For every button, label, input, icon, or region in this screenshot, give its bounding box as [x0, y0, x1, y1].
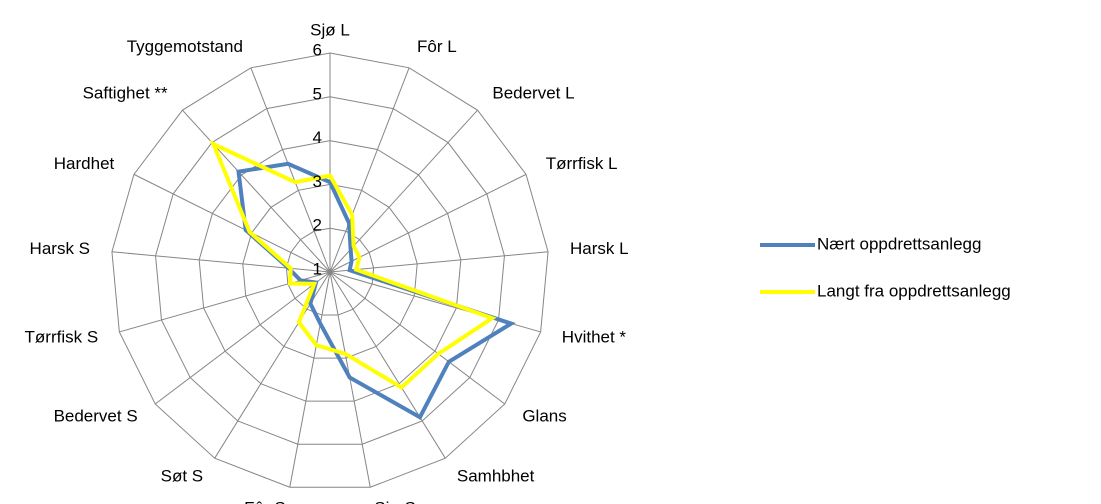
- category-label: Harsk L: [570, 239, 629, 258]
- category-label: Bedervet L: [492, 83, 574, 102]
- grid-ring: [242, 183, 418, 359]
- spoke: [111, 251, 331, 273]
- y-tick-label: 2: [313, 216, 322, 235]
- y-tick-label: 6: [313, 40, 322, 59]
- category-label: Fôr L: [417, 37, 457, 56]
- category-label: Bedervet S: [54, 407, 138, 426]
- category-label: Sjø L: [310, 20, 350, 39]
- category-label: Tyggemotstand: [127, 37, 243, 56]
- category-label: Tørrfisk S: [25, 327, 99, 346]
- category-label: Sjø S: [374, 498, 416, 504]
- y-tick-label: 1: [313, 259, 322, 278]
- spoke: [329, 173, 527, 273]
- spoke: [289, 271, 331, 488]
- spoke: [329, 67, 410, 273]
- category-label: Harsk S: [30, 239, 90, 258]
- grid-ring: [155, 96, 505, 445]
- spoke: [329, 251, 549, 273]
- category-label: Hvithet *: [562, 327, 627, 346]
- y-tick-label: 3: [313, 172, 322, 191]
- category-label: Saftighet **: [83, 83, 168, 102]
- category-label: Samhbhet: [457, 466, 535, 485]
- category-label: Tørrfisk L: [546, 154, 618, 173]
- spoke: [329, 271, 446, 459]
- legend-label: Langt fra oppdrettsanlegg: [817, 281, 1011, 300]
- category-label: Glans: [522, 407, 566, 426]
- y-tick-label: 4: [313, 128, 322, 147]
- grid-ring: [285, 227, 375, 316]
- spoke: [250, 67, 331, 273]
- grid-ring: [198, 140, 462, 402]
- category-label: Fôr S: [244, 498, 286, 504]
- spoke: [154, 271, 331, 405]
- y-tick-label: 5: [313, 84, 322, 103]
- legend-label: Nært oppdrettsanlegg: [817, 234, 981, 253]
- spoke: [133, 173, 331, 273]
- spoke: [182, 109, 331, 273]
- spoke: [329, 271, 506, 405]
- category-label: Søt S: [161, 466, 204, 485]
- grid-ring: [111, 52, 549, 488]
- category-label: Hardhet: [54, 154, 115, 173]
- series-line: [209, 140, 497, 390]
